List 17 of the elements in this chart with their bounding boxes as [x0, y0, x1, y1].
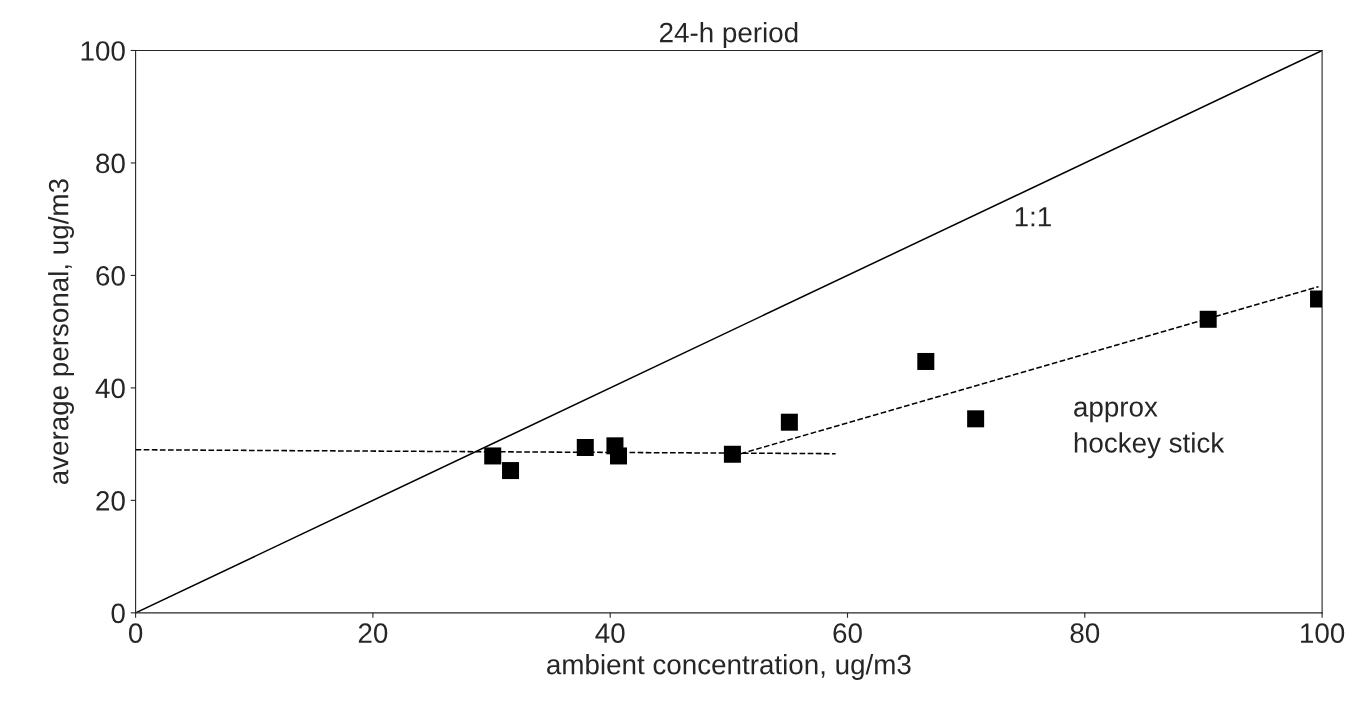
- x-tick-label: 0: [128, 623, 143, 643]
- y-tick-label: 60: [96, 266, 125, 286]
- x-axis-title: ambient concentration, ug/m3: [547, 654, 911, 680]
- y-axis-title: average personal, ug/m3: [48, 179, 74, 485]
- y-tick-label: 100: [81, 41, 125, 61]
- chart-title: 24-h period: [659, 22, 798, 48]
- y-tick-label: 80: [96, 153, 125, 174]
- x-tick-label: 80: [1070, 623, 1100, 643]
- annotation: 1:1: [1015, 207, 1051, 227]
- y-tick-label: 20: [96, 491, 125, 511]
- annotation: approx hockey stick: [1074, 401, 1225, 459]
- x-tick-label: 100: [1301, 623, 1345, 643]
- x-tick-label: 40: [595, 623, 625, 643]
- x-tick-label: 60: [833, 623, 862, 643]
- y-tick-label: 40: [95, 378, 125, 399]
- y-tick-label: 0: [111, 603, 125, 624]
- x-tick-label: 20: [358, 623, 388, 643]
